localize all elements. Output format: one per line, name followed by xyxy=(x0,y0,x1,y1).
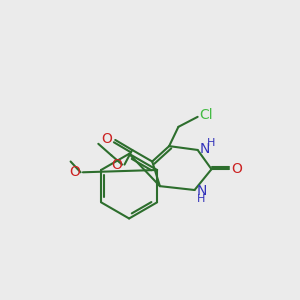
Text: O: O xyxy=(232,162,242,176)
Text: H: H xyxy=(207,138,215,148)
Text: N: N xyxy=(197,184,207,198)
Text: H: H xyxy=(197,194,205,204)
Text: Cl: Cl xyxy=(199,108,213,122)
Text: O: O xyxy=(70,165,81,179)
Text: O: O xyxy=(101,132,112,146)
Text: N: N xyxy=(200,142,210,156)
Text: O: O xyxy=(111,158,122,172)
